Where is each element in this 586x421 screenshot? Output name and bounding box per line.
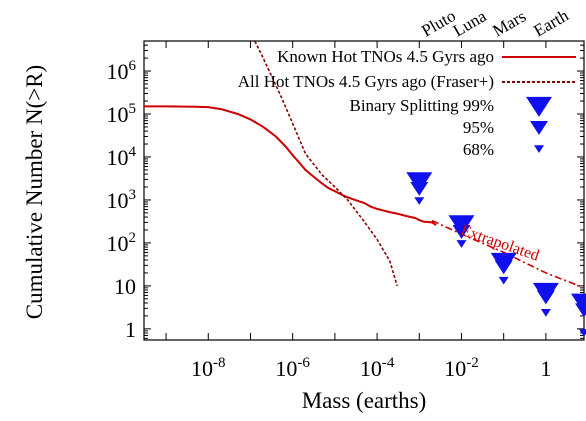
x-tick-label: 10-2: [444, 355, 479, 381]
planet-label-luna: Luna: [450, 6, 490, 40]
x-tick-label: 1: [540, 356, 551, 381]
planet-label-earth: Earth: [530, 5, 572, 40]
marker-68: [456, 240, 467, 248]
planet-label-mars: Mars: [489, 7, 529, 41]
x-tick-label: 10-4: [360, 355, 395, 381]
plot-frame: [143, 40, 585, 341]
marker-95: [494, 260, 513, 275]
x-axis-label: Mass (earths): [302, 388, 427, 413]
legend-label-3: 95%: [463, 118, 494, 137]
series-layer: [144, 41, 584, 289]
marker-95: [410, 182, 429, 196]
y-tick-label: 102: [107, 230, 137, 256]
legend: Known Hot TNOs 4.5 Gyrs ago All Hot TNOs …: [238, 47, 576, 159]
legend-marker-medium: [530, 121, 548, 135]
y-tick-label: 1: [125, 317, 136, 342]
marker-68: [414, 197, 425, 205]
marker-68: [540, 308, 551, 317]
x-tick-label: 10-6: [275, 355, 310, 381]
legend-marker-large: [526, 96, 552, 117]
tick-labels: 10-8 10-6 10-4 10-2 1 1 10 102 103 104 105 106: [107, 58, 552, 381]
legend-label-4: 68%: [463, 140, 494, 159]
legend-label-0: Known Hot TNOs 4.5 Gyrs ago: [277, 47, 494, 66]
y-tick-label: 105: [107, 101, 137, 127]
y-tick-label: 106: [107, 58, 137, 84]
series-line-0: [144, 105, 437, 226]
y-tick-label: 104: [107, 144, 137, 170]
marker-layer: [406, 172, 586, 337]
axis-ticks: [144, 40, 584, 340]
marker-95: [452, 225, 471, 239]
y-tick-label: 10: [114, 274, 136, 299]
legend-marker-small: [534, 145, 544, 153]
marker-95: [536, 290, 555, 305]
marker-68: [498, 276, 509, 285]
series-line-2: [431, 219, 584, 289]
marker-68: [579, 329, 586, 337]
x-tick-label: 10-8: [191, 355, 226, 381]
marker-95: [575, 303, 586, 318]
legend-label-2: Binary Splitting 99%: [350, 96, 495, 115]
y-tick-label: 103: [107, 187, 137, 213]
y-axis-label: Cumulative Number N(>R): [22, 65, 47, 319]
legend-label-1: All Hot TNOs 4.5 Gyrs ago (Fraser+): [238, 72, 494, 91]
series-line-1: [253, 41, 398, 287]
